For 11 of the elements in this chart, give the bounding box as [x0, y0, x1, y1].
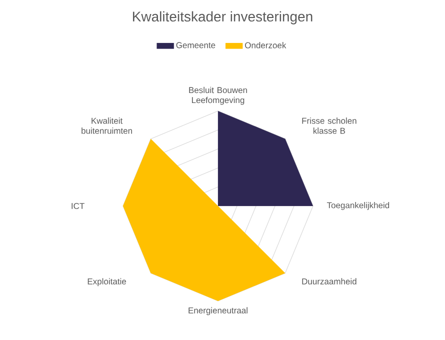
spoke-label: ICT [72, 202, 84, 209]
chart-title: Kwaliteitskader investeringen [132, 11, 312, 24]
spoke-label: Exploitatie [88, 278, 126, 286]
legend-label: Onderzoek [245, 42, 286, 48]
spoke-label: Energieneutraal [188, 307, 248, 316]
spoke-label: Toegankelijkheid [326, 202, 390, 210]
spoke-label: Kwaliteit buitenruimten [82, 118, 132, 134]
legend-label: Gemeente [176, 42, 216, 48]
spoke-label: Frisse scholen klasse B [302, 118, 356, 134]
spoke-label: Besluit Bouwen Leefomgeving [189, 86, 247, 105]
spoke-label: Duurzaamheid [302, 278, 356, 284]
